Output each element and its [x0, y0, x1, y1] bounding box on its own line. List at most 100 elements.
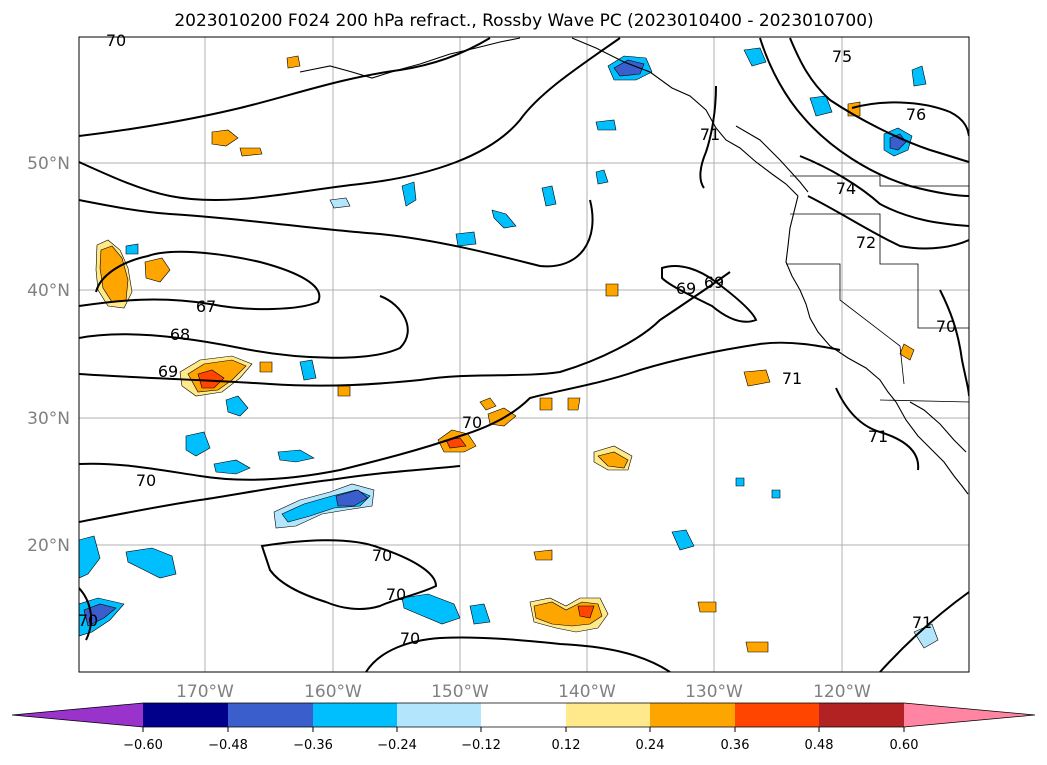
contour-line — [79, 295, 409, 359]
lat-label: 50°N — [27, 154, 70, 174]
contour-label: 70 — [78, 611, 98, 630]
contour-line — [807, 195, 969, 250]
colorbar-segment — [228, 703, 313, 727]
lon-label: 140°W — [558, 682, 616, 702]
canada-coast — [571, 37, 799, 197]
contour-line — [79, 250, 321, 311]
contour-line — [939, 289, 969, 397]
colorbar-tick-label: 0.36 — [721, 738, 750, 753]
colorbar-segment — [143, 703, 228, 727]
pc-blob — [401, 593, 461, 625]
coastlines — [299, 37, 969, 495]
contour-line — [79, 37, 491, 137]
pc-blob — [445, 437, 467, 449]
pc-blob — [541, 185, 557, 207]
contour-label: 76 — [906, 105, 926, 124]
pc-blob — [567, 397, 581, 411]
state-border — [790, 213, 969, 329]
colorbar-ticks: −0.60 −0.48 −0.36 −0.24 −0.12 0.12 0.24 … — [123, 727, 918, 753]
colorbar-extend-low — [12, 703, 143, 727]
colorbar-tick-label: 0.60 — [890, 738, 919, 753]
colorbar-tick-label: −0.36 — [293, 738, 333, 753]
us-west-coast — [785, 195, 897, 403]
pc-blob — [595, 169, 609, 185]
pc-blob — [735, 477, 745, 487]
pc-blob — [259, 361, 273, 373]
lon-label: 120°W — [813, 682, 871, 702]
contour-line — [79, 587, 93, 641]
colorbar-extend-high — [904, 703, 1035, 727]
pc-blob — [144, 257, 171, 283]
contour-line — [699, 85, 717, 189]
colorbar-segment — [397, 703, 481, 727]
gulf-coast — [909, 401, 967, 453]
pc-blob — [889, 133, 907, 151]
longitude-labels: 170°W 160°W 150°W 140°W 130°W 120°W — [176, 682, 871, 702]
contour-label: 70 — [462, 413, 482, 432]
pc-blob — [491, 209, 517, 229]
pc-blob — [213, 459, 251, 475]
pc-blob — [479, 397, 497, 411]
colorbar-segment — [566, 703, 650, 727]
contour-line — [661, 264, 758, 323]
map-panel: 70 67 68 69 70 70 70 70 70 69 69 71 75 7… — [27, 31, 970, 702]
lon-label: 170°W — [176, 682, 234, 702]
contour-labels: 70 67 68 69 70 70 70 70 70 69 69 71 75 7… — [78, 31, 956, 648]
contour-label: 70 — [936, 317, 956, 336]
pc-blob — [809, 95, 833, 117]
map-frame — [78, 36, 970, 673]
pc-blob — [401, 181, 417, 207]
contour-line — [799, 155, 969, 227]
pc-blob — [329, 197, 351, 209]
pc-blob — [577, 605, 595, 619]
latitude-labels: 50°N 40°N 30°N 20°N — [27, 154, 70, 556]
contours — [79, 37, 969, 672]
lat-label: 40°N — [27, 281, 70, 301]
state-border — [786, 263, 905, 385]
colorbar-tick-label: 0.48 — [805, 738, 834, 753]
pc-blob — [197, 369, 225, 389]
pc-blob — [533, 549, 553, 561]
colorbar-segment — [481, 703, 566, 727]
pc-blob — [337, 385, 351, 397]
pc-blob — [211, 129, 239, 147]
pc-blob — [225, 395, 249, 417]
contour-line — [879, 591, 969, 672]
colorbar-tick-label: 0.24 — [636, 738, 665, 753]
pc-blob — [597, 451, 629, 469]
contour-line — [759, 37, 969, 197]
pc-blob — [335, 489, 369, 507]
contour-label: 70 — [106, 31, 126, 50]
pc-blob — [911, 65, 927, 87]
contour-line — [79, 341, 841, 481]
us-canada-border — [790, 175, 969, 187]
contour-label: 70 — [386, 585, 406, 604]
shading-positive — [95, 55, 915, 653]
contour-label: 75 — [832, 47, 852, 66]
alaska-coast — [299, 37, 521, 79]
lon-label: 150°W — [431, 682, 489, 702]
lat-label: 20°N — [27, 536, 70, 556]
contour-line — [260, 539, 438, 610]
pc-blob — [299, 359, 317, 381]
pc-blob — [671, 529, 695, 551]
contour-label: 74 — [836, 179, 856, 198]
colorbar: −0.60 −0.48 −0.36 −0.24 −0.12 0.12 0.24 … — [11, 702, 1036, 753]
contour-label: 69 — [158, 362, 178, 381]
contour-line — [365, 636, 671, 672]
lat-label: 30°N — [27, 409, 70, 429]
contour-line — [79, 465, 461, 523]
mexico-border — [879, 399, 969, 403]
contour-line — [79, 271, 731, 387]
pc-blob — [125, 243, 139, 255]
contour-line — [79, 37, 621, 201]
pc-blob — [899, 343, 915, 361]
lon-label: 160°W — [304, 682, 362, 702]
pc-blob — [745, 641, 769, 653]
pc-blob — [743, 369, 771, 387]
contour-label: 67 — [196, 297, 216, 316]
contour-line — [851, 101, 969, 137]
contour-label: 69 — [704, 273, 724, 292]
contour-label: 70 — [400, 629, 420, 648]
